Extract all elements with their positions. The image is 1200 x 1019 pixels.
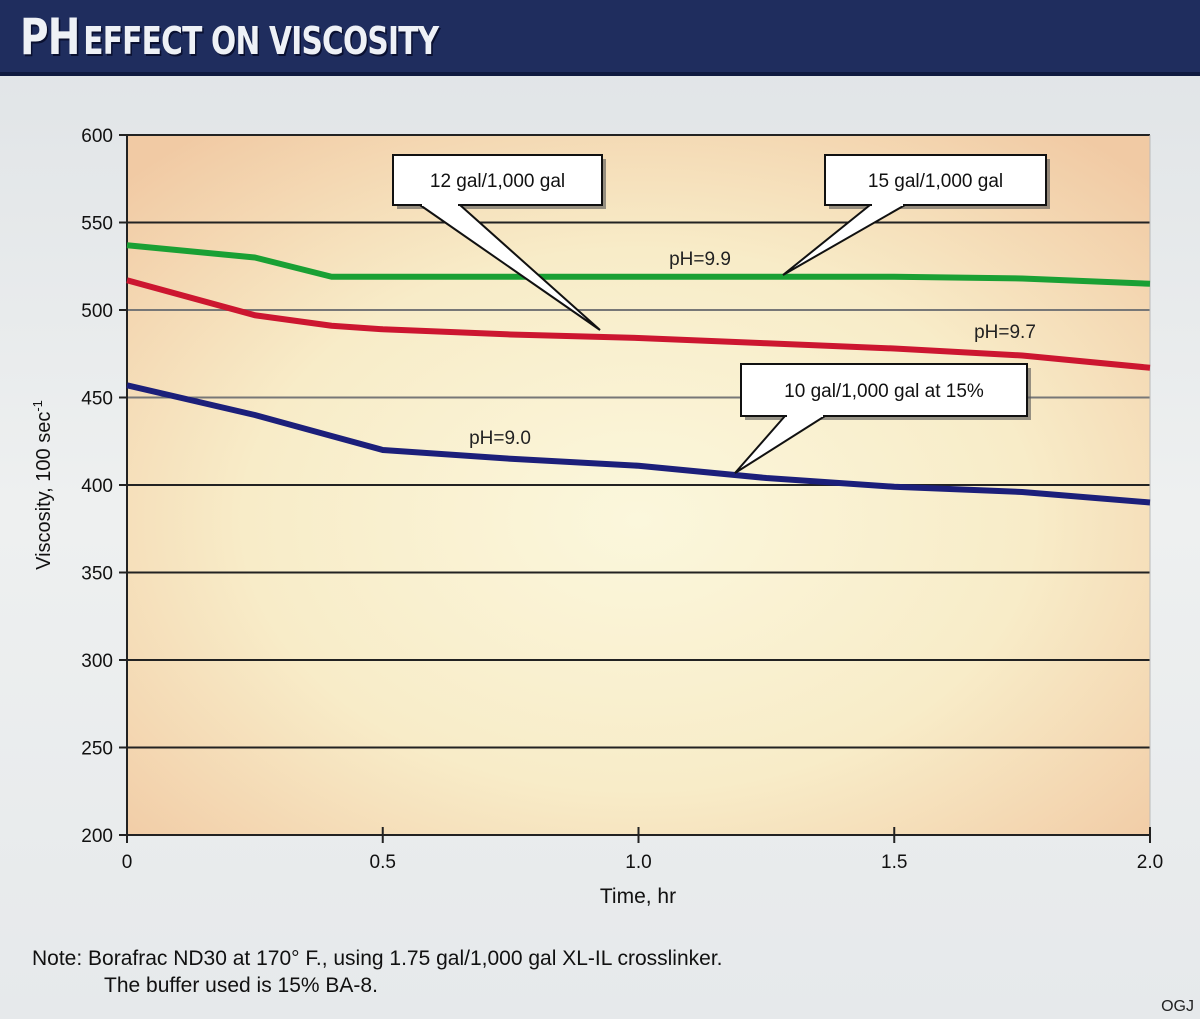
callout: 10 gal/1,000 gal at 15% <box>734 363 1031 474</box>
series-label: pH=9.9 <box>669 249 731 270</box>
y-tick-label: 350 <box>81 564 113 585</box>
title-ph: PH <box>20 8 80 66</box>
y-tick-label: 550 <box>81 214 113 235</box>
callout-box <box>824 154 1047 206</box>
footnote: Note: Borafrac ND30 at 170° F., using 1.… <box>32 945 723 999</box>
callout: 12 gal/1,000 gal <box>392 154 606 331</box>
callout-text: 10 gal/1,000 gal at 15% <box>784 381 984 402</box>
series-label: pH=9.0 <box>469 428 531 449</box>
series-label: pH=9.7 <box>974 322 1036 343</box>
callout-text: 15 gal/1,000 gal <box>868 171 1003 192</box>
callout-box <box>740 363 1028 417</box>
y-tick-label: 500 <box>81 301 113 322</box>
title-bar: PH EFFECT ON VISCOSITY <box>0 0 1200 76</box>
y-tick-label: 400 <box>81 476 113 497</box>
y-tick-label: 250 <box>81 739 113 760</box>
x-tick-label: 2.0 <box>1137 852 1163 873</box>
series-line-0 <box>126 242 1151 287</box>
footnote-line-1: Note: Borafrac ND30 at 170° F., using 1.… <box>32 947 723 970</box>
x-tick-label: 0 <box>122 852 133 873</box>
title-rest: EFFECT ON VISCOSITY <box>83 19 439 63</box>
callout: 15 gal/1,000 gal <box>782 154 1050 276</box>
y-tick-label: 200 <box>81 826 113 847</box>
series-line-1 <box>126 277 1151 371</box>
x-tick-label: 1.5 <box>881 852 907 873</box>
callout-box <box>392 154 603 206</box>
callout-text: 12 gal/1,000 gal <box>430 171 565 192</box>
x-tick-label: 1.0 <box>625 852 651 873</box>
y-tick-label: 600 <box>81 126 113 147</box>
x-axis-label: Time, hr <box>600 885 676 908</box>
y-tick-label: 300 <box>81 651 113 672</box>
series-line-2 <box>126 382 1151 506</box>
footnote-line-2: The buffer used is 15% BA-8. <box>104 974 378 997</box>
y-axis-label: Viscosity, 100 sec-1 <box>30 400 55 570</box>
chart-title: PH EFFECT ON VISCOSITY <box>20 8 439 66</box>
source-credit: OGJ <box>1161 998 1194 1015</box>
y-tick-label: 450 <box>81 389 113 410</box>
x-tick-label: 0.5 <box>370 852 396 873</box>
